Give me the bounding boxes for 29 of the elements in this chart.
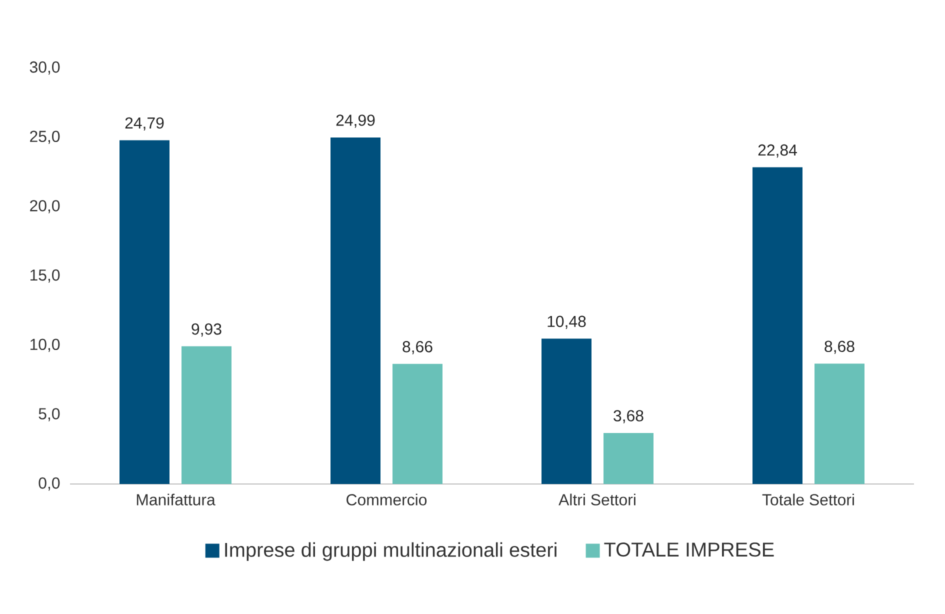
x-tick-label: Totale Settori (762, 494, 854, 506)
legend-label: Imprese di gruppi multinazionali esteri (225, 542, 556, 561)
bar (330, 137, 380, 484)
bar (814, 364, 864, 484)
data-label: 24,99 (336, 114, 375, 128)
y-tick-label: 5,0 (38, 408, 60, 422)
y-tick-label: 20,0 (30, 200, 60, 214)
x-tick-label: Manifattura (136, 494, 216, 506)
bar (604, 432, 654, 484)
data-label: 3,68 (614, 410, 644, 424)
data-label: 22,84 (758, 144, 797, 158)
data-label: 24,79 (125, 117, 164, 131)
y-tick-label: 25,0 (30, 130, 60, 144)
data-label: 9,93 (192, 323, 222, 337)
y-tick-label: 15,0 (30, 269, 60, 283)
bar (120, 140, 170, 484)
bar (752, 167, 802, 484)
data-label: 8,66 (402, 341, 432, 354)
data-label: 10,48 (548, 316, 586, 329)
bar (392, 364, 442, 484)
bar (182, 346, 232, 484)
x-tick-label: Commercio (346, 494, 427, 506)
legend-label: TOTALE IMPRESE (604, 542, 774, 557)
x-tick-label: Altri Settori (558, 494, 636, 506)
bar (542, 338, 592, 484)
y-tick-label: 10,0 (30, 338, 60, 352)
y-tick-label: 0,0 (38, 477, 60, 491)
y-tick-label: 30,0 (30, 61, 60, 75)
data-label: 8,68 (824, 340, 854, 354)
